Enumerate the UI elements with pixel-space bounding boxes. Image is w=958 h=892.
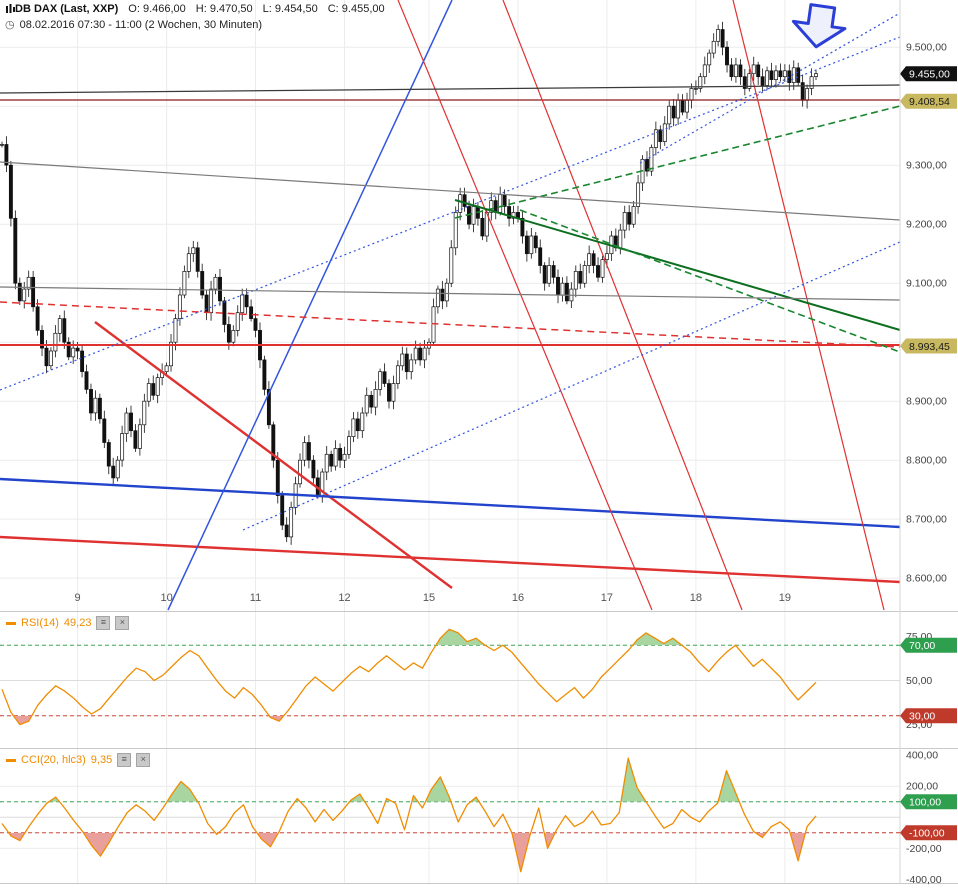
ohlc-high: H: 9.470,50 bbox=[195, 3, 253, 15]
svg-text:9.100,00: 9.100,00 bbox=[906, 278, 947, 290]
cci-panel: 400,00 200,00 -200,00 -400,00 100,00 -100,00 bbox=[0, 750, 957, 886]
ohlc-open: O: 9.466,00 bbox=[128, 3, 186, 15]
svg-text:16: 16 bbox=[512, 592, 524, 604]
rsi-value: 49,23 bbox=[63, 617, 92, 629]
cci-label: CCI(20, hlc3) bbox=[21, 754, 86, 766]
svg-text:17: 17 bbox=[601, 592, 613, 604]
svg-text:9: 9 bbox=[75, 592, 81, 604]
rsi-header: RSI(14) 49,23 ≡ × bbox=[6, 616, 130, 630]
ohlc-low: L: 9.454,50 bbox=[262, 3, 318, 15]
trendlines[interactable] bbox=[0, 0, 901, 611]
svg-text:8.700,00: 8.700,00 bbox=[906, 514, 947, 526]
ohlc-close: C: 9.455,00 bbox=[327, 3, 385, 15]
svg-text:10: 10 bbox=[160, 592, 172, 604]
svg-text:19: 19 bbox=[779, 592, 791, 604]
svg-text:12: 12 bbox=[338, 592, 350, 604]
svg-text:9.200,00: 9.200,00 bbox=[906, 219, 947, 231]
svg-text:15: 15 bbox=[423, 592, 435, 604]
chart-header: DB DAX (Last, XXP) O: 9.466,00 H: 9.470,… bbox=[5, 3, 385, 31]
svg-text:70,00: 70,00 bbox=[909, 640, 935, 652]
rsi-label: RSI(14) bbox=[21, 617, 59, 629]
cci-header: CCI(20, hlc3) 9,35 ≡ × bbox=[6, 753, 151, 767]
price-axis: 9.500,00 9.300,00 9.200,00 9.100,00 8.900,00… bbox=[900, 42, 957, 585]
svg-text:9.500,00: 9.500,00 bbox=[906, 42, 947, 54]
svg-text:18: 18 bbox=[690, 592, 702, 604]
svg-text:30,00: 30,00 bbox=[909, 711, 935, 723]
cci-legend-swatch bbox=[6, 758, 16, 762]
down-arrow-annotation[interactable] bbox=[790, 3, 847, 51]
timerange-line: ◷ 08.02.2016 07:30 - 11:00 (2 Wochen, 30… bbox=[5, 18, 385, 32]
svg-text:-400,00: -400,00 bbox=[906, 874, 942, 886]
svg-text:8.900,00: 8.900,00 bbox=[906, 396, 947, 408]
svg-text:9.300,00: 9.300,00 bbox=[906, 160, 947, 172]
svg-text:200,00: 200,00 bbox=[906, 781, 938, 793]
svg-text:-200,00: -200,00 bbox=[906, 843, 942, 855]
svg-text:8.600,00: 8.600,00 bbox=[906, 573, 947, 585]
svg-text:400,00: 400,00 bbox=[906, 750, 938, 762]
rsi-close-button[interactable]: × bbox=[115, 616, 130, 630]
rsi-settings-button[interactable]: ≡ bbox=[96, 616, 111, 630]
cci-value: 9,35 bbox=[90, 754, 113, 766]
rsi-legend-swatch bbox=[6, 621, 16, 625]
svg-text:9.455,00: 9.455,00 bbox=[909, 69, 950, 81]
svg-text:9.408,54: 9.408,54 bbox=[909, 96, 950, 108]
instrument-title: DB DAX (Last, XXP) bbox=[15, 3, 119, 15]
candles bbox=[0, 21, 818, 545]
cci-close-button[interactable]: × bbox=[136, 753, 151, 767]
svg-text:100,00: 100,00 bbox=[909, 797, 941, 809]
chart-timerange: 08.02.2016 07:30 - 11:00 (2 Wochen, 30 M… bbox=[19, 18, 262, 31]
svg-text:11: 11 bbox=[250, 592, 261, 604]
instrument-line: DB DAX (Last, XXP) O: 9.466,00 H: 9.470,… bbox=[5, 3, 385, 15]
svg-text:50,00: 50,00 bbox=[906, 675, 932, 687]
svg-text:8.800,00: 8.800,00 bbox=[906, 455, 947, 467]
cci-settings-button[interactable]: ≡ bbox=[117, 753, 132, 767]
clock-icon: ◷ bbox=[5, 19, 15, 31]
svg-text:8.993,45: 8.993,45 bbox=[909, 341, 950, 353]
svg-text:-100,00: -100,00 bbox=[909, 828, 945, 840]
